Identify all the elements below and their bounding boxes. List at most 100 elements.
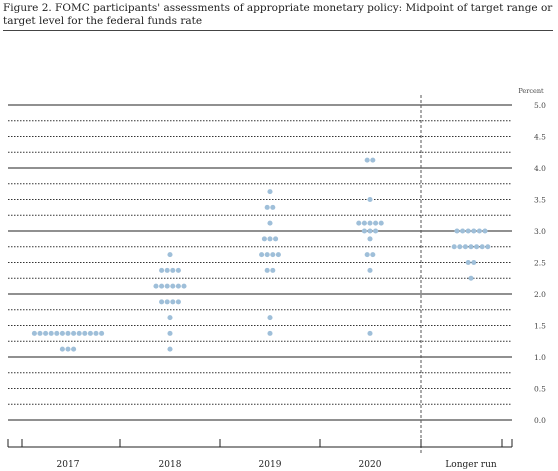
participant-dot bbox=[273, 236, 279, 242]
participant-dot bbox=[267, 189, 273, 195]
participant-dot bbox=[364, 157, 370, 163]
y-tick-label: 4.0 bbox=[534, 164, 546, 173]
participant-dot bbox=[454, 228, 460, 234]
participant-dot bbox=[37, 330, 43, 336]
participant-dot bbox=[65, 346, 71, 352]
gridlines: Percent 0.0 0.5 1.0 1.5 2.0 2.5 3.0 3.5 4.0 4.5 5.0 bbox=[8, 87, 546, 453]
participant-dot bbox=[471, 259, 477, 266]
participant-dot bbox=[361, 220, 367, 226]
x-category-label: 2017 bbox=[57, 460, 80, 470]
y-tick-label: 5.0 bbox=[534, 101, 546, 110]
participant-dot bbox=[181, 283, 187, 289]
participant-dot bbox=[43, 330, 49, 336]
participant-dot bbox=[170, 299, 176, 305]
participant-dot bbox=[164, 299, 170, 305]
participant-dot bbox=[479, 244, 485, 250]
y-tick-label: 0.5 bbox=[534, 385, 546, 394]
participant-dot bbox=[367, 236, 373, 242]
participant-dot bbox=[170, 267, 176, 273]
y-tick-label: 2.5 bbox=[534, 259, 546, 268]
participant-dot bbox=[261, 236, 267, 242]
participant-dot bbox=[356, 220, 362, 226]
participant-dot bbox=[54, 330, 60, 336]
participant-dot bbox=[465, 259, 471, 266]
participant-dot bbox=[93, 330, 99, 336]
participant-dot bbox=[99, 330, 105, 336]
participant-dot bbox=[267, 236, 273, 242]
participant-dot bbox=[367, 267, 373, 273]
participant-dot bbox=[462, 244, 468, 250]
participant-dot bbox=[59, 346, 65, 352]
participant-dot bbox=[167, 315, 173, 321]
participant-dot bbox=[367, 228, 373, 234]
participant-dot bbox=[270, 267, 276, 273]
y-tick-label: 2.0 bbox=[534, 290, 546, 299]
participant-dot bbox=[468, 275, 474, 281]
participant-dot bbox=[65, 330, 71, 336]
participant-dot bbox=[159, 299, 165, 305]
participant-dot bbox=[48, 330, 54, 336]
x-category-label: 2020 bbox=[359, 460, 382, 470]
y-tick-label: 1.0 bbox=[534, 353, 546, 362]
participant-dot bbox=[378, 220, 384, 226]
x-category-label: 2018 bbox=[159, 460, 182, 470]
participant-dot bbox=[367, 330, 373, 336]
participant-dot bbox=[474, 244, 480, 250]
participant-dot bbox=[270, 252, 276, 258]
participant-dot bbox=[370, 157, 376, 163]
participant-dot bbox=[264, 252, 270, 258]
participant-dot bbox=[482, 228, 488, 234]
participant-dot bbox=[82, 330, 88, 336]
participant-dot bbox=[275, 252, 281, 258]
participant-dot bbox=[373, 228, 379, 234]
participant-dot bbox=[468, 244, 474, 250]
participant-dot bbox=[264, 204, 270, 210]
participant-dot bbox=[485, 244, 491, 250]
title-rule bbox=[3, 30, 553, 31]
participant-dot bbox=[367, 196, 373, 203]
y-tick-label: 1.5 bbox=[534, 322, 546, 331]
participant-dot bbox=[364, 252, 370, 258]
participant-dot bbox=[457, 244, 463, 250]
participant-dot bbox=[167, 252, 173, 258]
participant-dot bbox=[76, 330, 82, 336]
y-tick-label: 3.0 bbox=[534, 227, 546, 236]
participant-dot bbox=[175, 267, 181, 273]
participant-dot bbox=[460, 228, 466, 234]
participant-dot bbox=[175, 283, 181, 289]
participant-dot bbox=[164, 267, 170, 273]
participant-dot bbox=[373, 220, 379, 226]
participant-dot bbox=[259, 252, 265, 258]
chart-title: Figure 2. FOMC participants' assessments… bbox=[3, 2, 553, 27]
x-category-label: Longer run bbox=[445, 460, 497, 470]
participant-dot bbox=[170, 283, 176, 289]
y-axis-unit-label: Percent bbox=[518, 87, 544, 95]
participant-dot bbox=[370, 252, 376, 258]
participant-dot bbox=[264, 267, 270, 273]
participant-dot bbox=[465, 228, 471, 234]
participant-dot bbox=[451, 244, 457, 250]
dot-marks bbox=[31, 157, 491, 352]
participant-dot bbox=[361, 228, 367, 234]
participant-dot bbox=[167, 330, 173, 336]
participant-dot bbox=[31, 330, 37, 336]
participant-dot bbox=[267, 330, 273, 336]
participant-dot bbox=[153, 283, 159, 289]
participant-dot bbox=[71, 330, 77, 336]
participant-dot bbox=[367, 220, 373, 226]
participant-dot bbox=[164, 283, 170, 289]
participant-dot bbox=[159, 267, 165, 273]
participant-dot bbox=[476, 228, 482, 234]
participant-dot bbox=[159, 283, 165, 289]
x-axis: 2017 2018 2019 2020 Longer run bbox=[7, 439, 513, 470]
x-category-label: 2019 bbox=[259, 460, 282, 470]
participant-dot bbox=[59, 330, 65, 336]
participant-dot bbox=[87, 330, 93, 336]
participant-dot bbox=[175, 299, 181, 305]
participant-dot bbox=[471, 228, 477, 234]
y-tick-label: 3.5 bbox=[534, 196, 546, 205]
participant-dot bbox=[270, 204, 276, 210]
participant-dot bbox=[167, 346, 173, 352]
y-tick-label: 0.0 bbox=[534, 416, 546, 425]
